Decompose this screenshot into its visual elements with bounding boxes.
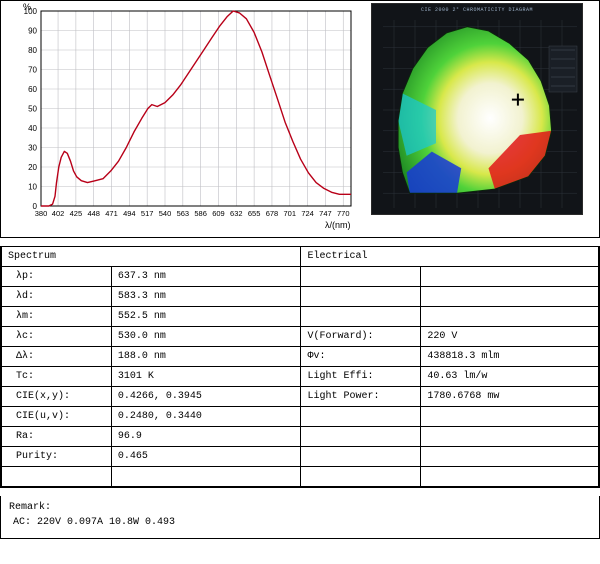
spectrum-value: 583.3 nm	[111, 287, 301, 307]
spectrum-label: CIE(u,v):	[2, 407, 112, 427]
electrical-value	[421, 287, 599, 307]
chromaticity-diagram: CIE 2000 2° CHROMATICITY DIAGRAM	[371, 1, 599, 237]
svg-text:540: 540	[159, 209, 172, 218]
electrical-label	[301, 447, 421, 467]
electrical-label: Light Power:	[301, 387, 421, 407]
svg-text:80: 80	[28, 46, 37, 55]
svg-text:70: 70	[28, 66, 37, 75]
svg-text:30: 30	[28, 144, 37, 153]
svg-text:471: 471	[105, 209, 118, 218]
spectrum-label: Purity:	[2, 447, 112, 467]
svg-text:60: 60	[28, 85, 37, 94]
spectrum-value: 530.0 nm	[111, 327, 301, 347]
svg-text:380: 380	[35, 209, 48, 218]
svg-text:90: 90	[28, 27, 37, 36]
electrical-header: Electrical	[301, 247, 599, 267]
electrical-value	[421, 467, 599, 487]
svg-text:747: 747	[319, 209, 332, 218]
data-tables: SpectrumElectrical λp:637.3 nmλd:583.3 nm…	[0, 246, 600, 488]
electrical-label	[301, 467, 421, 487]
spectrum-chart: 0102030405060708090100380402425448471494…	[1, 1, 371, 237]
electrical-label: Light Effi:	[301, 367, 421, 387]
electrical-label: V(Forward):	[301, 327, 421, 347]
svg-text:517: 517	[141, 209, 154, 218]
electrical-value	[421, 407, 599, 427]
svg-text:609: 609	[212, 209, 225, 218]
spectrum-label: CIE(x,y):	[2, 387, 112, 407]
electrical-value	[421, 447, 599, 467]
spectrum-value: 3101 K	[111, 367, 301, 387]
electrical-value: 1780.6768 mw	[421, 387, 599, 407]
svg-text:λ/(nm): λ/(nm)	[325, 220, 351, 230]
electrical-value: 220 V	[421, 327, 599, 347]
top-panel: 0102030405060708090100380402425448471494…	[0, 0, 600, 238]
remark-panel: Remark: AC: 220V 0.097A 10.8W 0.493	[0, 496, 600, 539]
spectrum-label: Ra:	[2, 427, 112, 447]
spectrum-label: Tc:	[2, 367, 112, 387]
remark-label: Remark:	[9, 502, 591, 513]
svg-text:494: 494	[123, 209, 136, 218]
electrical-label	[301, 427, 421, 447]
electrical-label	[301, 307, 421, 327]
spectrum-label: λp:	[2, 267, 112, 287]
spectrum-value: 0.2480, 0.3440	[111, 407, 301, 427]
electrical-value	[421, 267, 599, 287]
spectrum-value: 552.5 nm	[111, 307, 301, 327]
spectrum-label: λc:	[2, 327, 112, 347]
svg-text:20: 20	[28, 163, 37, 172]
spectrum-label: λm:	[2, 307, 112, 327]
svg-text:40: 40	[28, 124, 37, 133]
svg-text:632: 632	[230, 209, 243, 218]
svg-text:448: 448	[87, 209, 100, 218]
svg-text:10: 10	[28, 183, 37, 192]
spectrum-value: 0.465	[111, 447, 301, 467]
spectrum-value: 0.4266, 0.3945	[111, 387, 301, 407]
svg-text:724: 724	[301, 209, 314, 218]
spectrum-label: λd:	[2, 287, 112, 307]
electrical-label: Φv:	[301, 347, 421, 367]
electrical-value	[421, 307, 599, 327]
electrical-value: 40.63 lm/w	[421, 367, 599, 387]
spectrum-value: 96.9	[111, 427, 301, 447]
spectrum-value	[111, 467, 301, 487]
electrical-label	[301, 287, 421, 307]
svg-text:425: 425	[70, 209, 83, 218]
svg-text:701: 701	[284, 209, 297, 218]
spectrum-label	[2, 467, 112, 487]
electrical-label	[301, 267, 421, 287]
svg-text:586: 586	[194, 209, 207, 218]
remark-line: AC: 220V 0.097A 10.8W 0.493	[9, 517, 591, 528]
spectrum-header: Spectrum	[2, 247, 301, 267]
electrical-value: 438818.3 mlm	[421, 347, 599, 367]
spectrum-label: Δλ:	[2, 347, 112, 367]
spectrum-value: 188.0 nm	[111, 347, 301, 367]
svg-text:50: 50	[28, 105, 37, 114]
spectrum-value: 637.3 nm	[111, 267, 301, 287]
svg-text:%: %	[23, 2, 31, 12]
svg-text:563: 563	[177, 209, 190, 218]
svg-text:402: 402	[52, 209, 65, 218]
svg-text:655: 655	[248, 209, 261, 218]
electrical-label	[301, 407, 421, 427]
svg-text:770: 770	[337, 209, 350, 218]
main-table: SpectrumElectrical λp:637.3 nmλd:583.3 nm…	[1, 246, 599, 487]
electrical-value	[421, 427, 599, 447]
chromaticity-box: CIE 2000 2° CHROMATICITY DIAGRAM	[371, 3, 583, 215]
svg-text:678: 678	[266, 209, 279, 218]
